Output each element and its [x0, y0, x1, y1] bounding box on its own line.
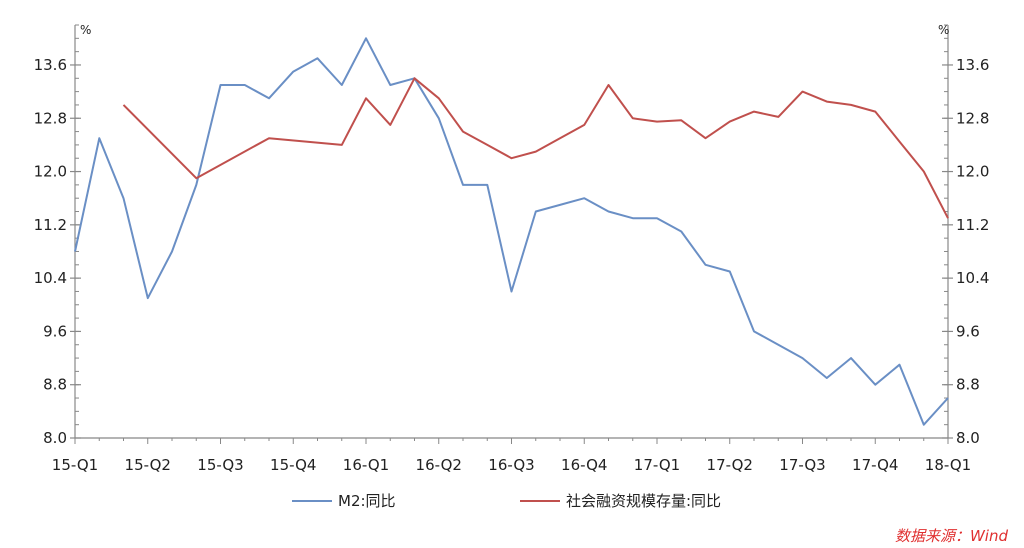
left-y-axis-ticks: 8.0 8.8 9.6 10.4 11.2 12.0 12.8 13.6: [34, 24, 81, 447]
left-y-tick-label: 8.0: [43, 429, 67, 447]
right-y-tick-label: 8.8: [956, 376, 980, 394]
series-line-tsf: [122, 77, 949, 219]
series-line-m2: [74, 37, 949, 426]
left-y-tick-label: 10.4: [34, 269, 67, 287]
x-tick-label: 18-Q1: [925, 456, 971, 474]
right-y-axis-unit: %: [938, 23, 949, 37]
x-tick-label: 16-Q2: [416, 456, 462, 474]
x-tick-label: 17-Q4: [852, 456, 898, 474]
x-axis-ticks: 15-Q1 15-Q2 15-Q3 15-Q4 16-Q1 16-Q2 16-Q3 16-Q4…: [52, 438, 971, 474]
right-y-axis-ticks: 8.0 8.8 9.6 10.4 11.2 12.0 12.8 13.6: [942, 24, 989, 447]
right-y-tick-label: 8.0: [956, 429, 980, 447]
right-y-tick-label: 12.8: [956, 109, 989, 127]
legend: M2:同比 社会融资规模存量:同比: [292, 492, 721, 510]
right-y-tick-label: 9.6: [956, 322, 980, 340]
left-y-tick-label: 12.8: [34, 109, 67, 127]
series-layer: [74, 37, 949, 426]
left-y-tick-label: 13.6: [34, 56, 67, 74]
left-y-tick-label: 9.6: [43, 322, 67, 340]
right-y-tick-label: 12.0: [956, 163, 989, 181]
right-y-tick-label: 13.6: [956, 56, 989, 74]
x-tick-label: 15-Q2: [125, 456, 171, 474]
x-tick-label: 16-Q3: [488, 456, 534, 474]
left-y-tick-label: 11.2: [34, 216, 67, 234]
right-y-tick-label: 10.4: [956, 269, 989, 287]
x-tick-label: 15-Q3: [197, 456, 243, 474]
right-y-tick-label: 11.2: [956, 216, 989, 234]
x-tick-label: 15-Q4: [270, 456, 316, 474]
x-tick-label: 17-Q1: [634, 456, 680, 474]
x-tick-label: 17-Q2: [707, 456, 753, 474]
data-source-note: 数据来源：Wind: [895, 527, 1009, 545]
legend-label-tsf: 社会融资规模存量:同比: [566, 492, 721, 510]
x-tick-label: 17-Q3: [779, 456, 825, 474]
legend-label-m2: M2:同比: [338, 492, 396, 510]
x-tick-label: 16-Q1: [343, 456, 389, 474]
chart-axes: [74, 25, 949, 439]
x-tick-label: 15-Q1: [52, 456, 98, 474]
left-y-tick-label: 12.0: [34, 163, 67, 181]
x-tick-label: 16-Q4: [561, 456, 607, 474]
left-y-tick-label: 8.8: [43, 376, 67, 394]
left-y-axis-unit: %: [80, 23, 91, 37]
